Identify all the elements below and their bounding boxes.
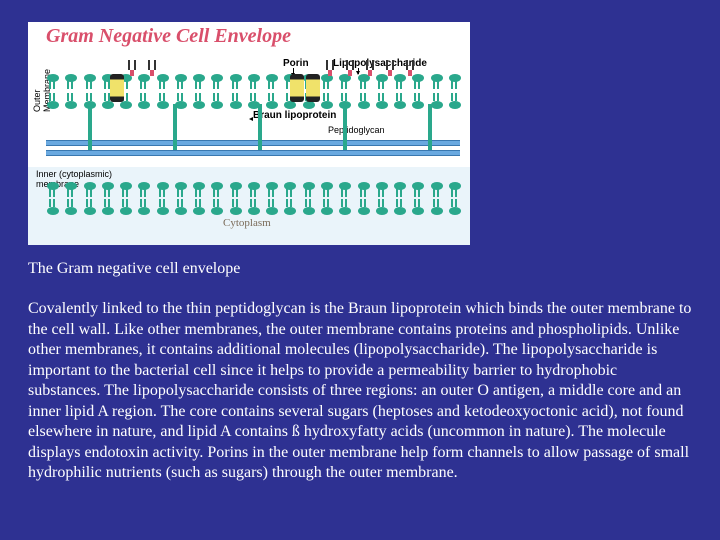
lipid-icon [393, 74, 407, 94]
lipid-icon [430, 74, 444, 94]
lipid-icon [411, 74, 425, 94]
peptidoglycan-label: Peptidoglycan [328, 125, 385, 135]
lipid-icon [192, 74, 206, 94]
lipid-icon [247, 74, 261, 94]
lipid-icon [375, 198, 389, 218]
peptidoglycan-bar [46, 140, 460, 146]
porin-icon [110, 74, 124, 102]
lipid-icon [265, 198, 279, 218]
lipid-icon [192, 92, 206, 112]
diagram-title: Gram Negative Cell Envelope [46, 25, 291, 48]
lipid-icon [192, 198, 206, 218]
lipid-icon [430, 198, 444, 218]
lps-icon [386, 60, 394, 76]
lipid-icon [229, 92, 243, 112]
inner-leaflet-lipids [46, 198, 462, 218]
lipid-icon [119, 198, 133, 218]
lipid-icon [229, 198, 243, 218]
lipid-icon [265, 92, 279, 112]
porin-icon [290, 74, 304, 102]
lipid-icon [156, 92, 170, 112]
lipid-icon [302, 198, 316, 218]
lipid-icon [46, 198, 60, 218]
lps-icon [346, 60, 354, 76]
lipid-icon [338, 198, 352, 218]
lipid-icon [448, 198, 462, 218]
lipid-icon [210, 92, 224, 112]
gram-negative-envelope-diagram: Gram Negative Cell Envelope Outer Membra… [28, 22, 470, 245]
lipid-icon [46, 92, 60, 112]
braun-lipoprotein-icon [428, 104, 432, 150]
lipid-icon [357, 74, 371, 94]
slide-caption: The Gram negative cell envelope [28, 259, 692, 279]
lipid-icon [265, 74, 279, 94]
lipid-icon [375, 74, 389, 94]
lipid-icon [210, 74, 224, 94]
lipid-icon [83, 198, 97, 218]
lipid-icon [448, 74, 462, 94]
lipid-icon [320, 92, 334, 112]
outer-leaflet-lipids [46, 74, 462, 94]
braun-lipoprotein-icon [173, 104, 177, 150]
lipid-icon [357, 92, 371, 112]
lps-icon [326, 60, 334, 76]
lipid-icon [174, 198, 188, 218]
lipid-icon [283, 198, 297, 218]
lipid-icon [247, 198, 261, 218]
lipid-icon [393, 198, 407, 218]
lps-icon [406, 60, 414, 76]
outer-leaflet-lipids [46, 92, 462, 112]
lipid-icon [338, 74, 352, 94]
lipid-icon [156, 74, 170, 94]
lipid-icon [357, 198, 371, 218]
lipid-icon [64, 74, 78, 94]
porin-icon [306, 74, 320, 102]
lipid-icon [137, 74, 151, 94]
lipid-icon [64, 198, 78, 218]
lipid-icon [393, 92, 407, 112]
cytoplasm-label: Cytoplasm [223, 217, 271, 229]
lipid-icon [174, 74, 188, 94]
lps-icon [128, 60, 136, 76]
slide-body-text: Covalently linked to the thin peptidogly… [28, 299, 692, 483]
lipid-icon [375, 92, 389, 112]
lipid-icon [448, 92, 462, 112]
lipid-icon [411, 198, 425, 218]
braun-lipoprotein-icon [343, 104, 347, 150]
lipid-icon [210, 198, 224, 218]
lps-icon [366, 60, 374, 76]
lipid-icon [320, 74, 334, 94]
lipid-icon [137, 92, 151, 112]
lipid-icon [101, 198, 115, 218]
lipid-icon [229, 74, 243, 94]
lipid-icon [156, 198, 170, 218]
lps-icon [148, 60, 156, 76]
lipid-icon [411, 92, 425, 112]
lipid-icon [64, 92, 78, 112]
braun-lipoprotein-icon [258, 104, 262, 150]
peptidoglycan-bar [46, 150, 460, 156]
lipid-icon [137, 198, 151, 218]
lipid-icon [83, 74, 97, 94]
porin-label: Porin [283, 58, 309, 69]
braun-lipoprotein-icon [88, 104, 92, 150]
lipid-icon [320, 198, 334, 218]
lipid-icon [46, 74, 60, 94]
